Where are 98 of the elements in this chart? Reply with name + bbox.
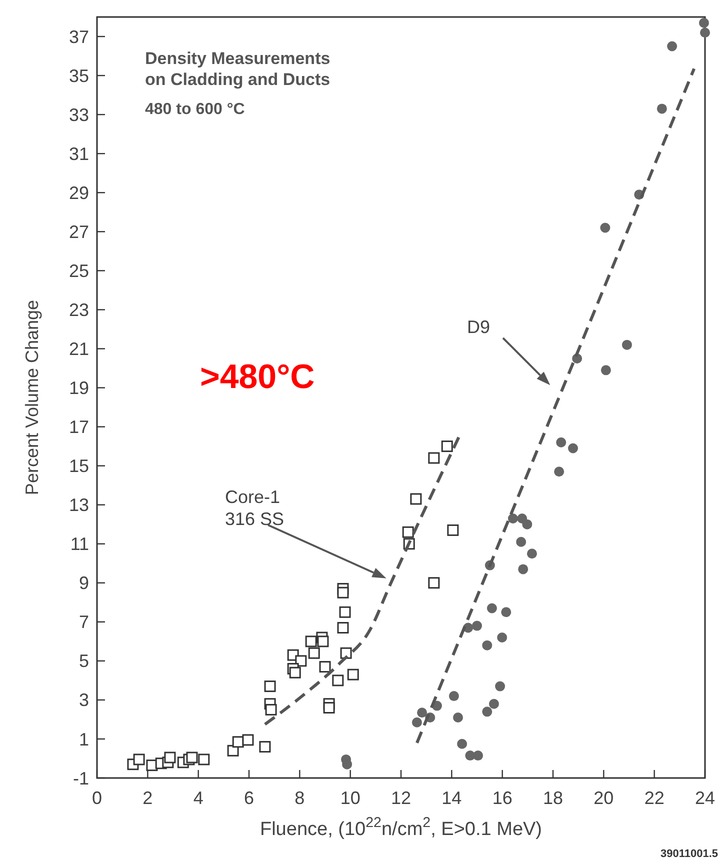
point <box>265 704 277 716</box>
x-tick-label: 16 <box>492 788 512 808</box>
y-axis-title: Percent Volume Change <box>22 300 42 496</box>
y-tick-label: 29 <box>68 182 89 203</box>
point <box>428 452 440 464</box>
x-axis-title: Fluence, (10$^{22}$n/cm$^{2}$, E>0.1 MeV) <box>260 815 542 840</box>
point <box>526 548 537 559</box>
y-tick-label: 31 <box>68 144 89 164</box>
point <box>482 706 492 717</box>
point <box>402 526 414 538</box>
point <box>339 606 351 618</box>
annotation: D9 <box>467 317 490 337</box>
point <box>667 41 678 52</box>
y-tick-label: 33 <box>68 104 89 125</box>
point <box>656 104 667 114</box>
point <box>186 752 198 764</box>
point <box>412 717 422 728</box>
y-tick-label: 7 <box>78 612 89 632</box>
x-tick-label: 0 <box>92 788 102 808</box>
y-tick-label: 23 <box>68 300 89 320</box>
point <box>305 636 317 648</box>
point <box>501 607 512 618</box>
x-tick-label: 4 <box>193 788 204 808</box>
point <box>622 340 632 350</box>
point <box>441 440 453 452</box>
y-tick-label: -1 <box>72 768 89 788</box>
point <box>517 513 528 524</box>
point <box>259 741 271 753</box>
point <box>457 738 468 749</box>
point <box>289 666 301 678</box>
point <box>447 524 459 536</box>
point <box>198 754 210 766</box>
point <box>337 586 349 598</box>
x-tick-label: 6 <box>244 788 254 808</box>
point <box>337 622 349 634</box>
y-tick-label: 3 <box>78 690 89 710</box>
y-tick-label: 15 <box>68 456 89 476</box>
point <box>417 708 428 718</box>
point <box>600 222 610 233</box>
point <box>488 698 499 709</box>
point <box>700 28 710 38</box>
point <box>600 365 611 376</box>
point <box>133 754 145 766</box>
y-tick-label: 21 <box>68 339 89 360</box>
point <box>453 712 463 723</box>
x-tick-label: 10 <box>340 788 360 808</box>
point <box>428 577 440 589</box>
y-tick-label: 13 <box>68 495 89 516</box>
y-tick-label: 37 <box>68 26 89 47</box>
y-tick-label: 19 <box>68 378 89 398</box>
x-tick-label: 24 <box>694 788 716 808</box>
text: 39011001.5 <box>660 848 718 860</box>
point <box>264 680 276 692</box>
point <box>323 702 335 714</box>
x-tick-label: 12 <box>390 788 412 808</box>
point <box>495 681 506 692</box>
point <box>472 620 482 631</box>
y-tick-label: 17 <box>68 417 89 438</box>
point <box>295 655 307 667</box>
y-tick-label: 35 <box>68 66 89 86</box>
point <box>482 640 492 650</box>
point <box>319 661 331 673</box>
point <box>448 691 459 702</box>
point <box>497 632 508 643</box>
point <box>340 647 352 659</box>
text: Density Measurements on Cladding and Ducts <box>145 49 330 89</box>
point <box>518 564 528 574</box>
point <box>332 674 344 686</box>
y-tick-label: 27 <box>68 222 89 242</box>
x-tick-label: 8 <box>294 788 305 808</box>
point <box>308 647 320 659</box>
annotation: >480°C <box>200 358 315 396</box>
point <box>568 443 578 454</box>
point <box>486 603 497 614</box>
y-tick-label: 5 <box>78 651 89 672</box>
annotation: Core-1 316 SS <box>225 487 284 529</box>
point <box>473 750 484 761</box>
point <box>342 759 352 770</box>
x-tick-label: 18 <box>542 788 564 808</box>
text: 480 to 600 °C <box>145 101 246 118</box>
point <box>242 734 254 746</box>
point <box>317 636 329 648</box>
y-tick-label: 9 <box>78 573 89 594</box>
y-tick-label: 11 <box>70 534 89 554</box>
y-tick-label: 25 <box>68 260 89 281</box>
point <box>347 668 359 680</box>
x-tick-label: 20 <box>594 788 614 808</box>
point <box>516 536 526 547</box>
point <box>164 752 176 764</box>
x-tick-label: 22 <box>644 788 664 808</box>
x-tick-label: 14 <box>442 788 462 808</box>
point <box>508 513 518 524</box>
point <box>556 437 566 448</box>
point <box>698 18 709 28</box>
x-tick-label: 2 <box>142 788 153 808</box>
y-tick-label: 1 <box>78 729 89 750</box>
point <box>410 493 422 505</box>
point <box>554 466 564 477</box>
